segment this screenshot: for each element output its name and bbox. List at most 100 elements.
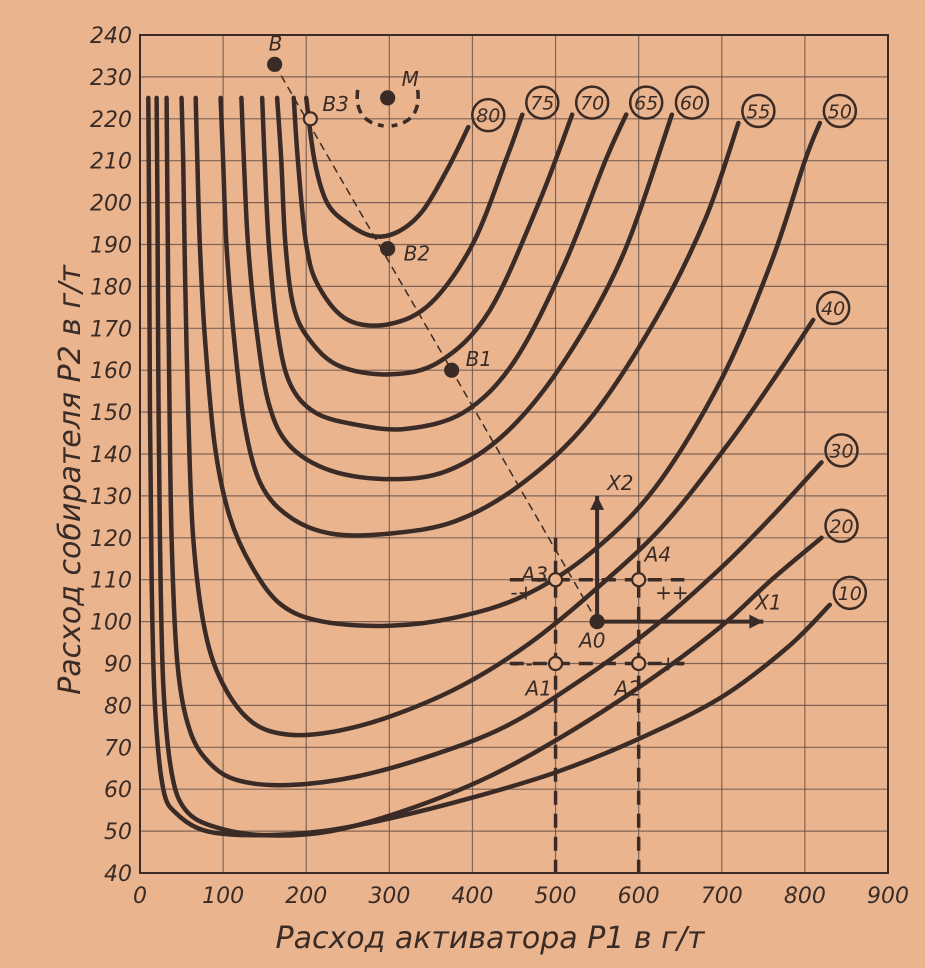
y-tick-label-7: 110 [90, 569, 132, 594]
point-label-A4: A4 [643, 543, 671, 567]
curve-label-30: 30 [829, 440, 853, 462]
curve-65 [259, 95, 629, 432]
optimum-bracket [355, 89, 420, 128]
curve-50 [193, 95, 823, 629]
curve-70 [274, 95, 575, 377]
curve-10 [146, 95, 833, 838]
point-label-A2: A2 [613, 677, 641, 701]
x-axis-title: Расход активатора P1 в г/т [276, 921, 706, 956]
y-tick-label-15: 190 [90, 234, 132, 259]
axis-arrowhead-X1 [749, 614, 764, 629]
y-tick-label-9: 130 [90, 485, 132, 510]
point-label-A0: A0 [577, 629, 605, 653]
y-axis-title: Расход собирателя P2 в г/т [53, 264, 88, 695]
curve-label-circle-30 [824, 433, 859, 468]
x-tick-label-8: 800 [784, 884, 826, 909]
steepest-ascent-line [273, 63, 598, 622]
tick-labels: 0 100 200 300 400 500 600 700 800 900 40 50 60 70 80 90… [90, 24, 909, 909]
point-A0 [589, 613, 605, 630]
y-tick-label-14: 180 [90, 275, 132, 300]
factorial-sign-0: - - [512, 652, 533, 676]
curve-label-20: 20 [829, 516, 853, 538]
curve-80 [303, 95, 471, 239]
y-tick-label-3: 70 [104, 736, 132, 761]
curve-30 [164, 95, 824, 788]
y-tick-label-11: 150 [90, 401, 132, 426]
curve-label-10: 10 [838, 583, 862, 605]
factorial-sign-3: ++ [655, 580, 689, 604]
curve-label-55: 55 [746, 101, 770, 123]
y-tick-label-2: 60 [104, 778, 132, 803]
curve-label-circle-65 [628, 85, 664, 120]
y-tick-label-13: 170 [90, 317, 132, 342]
curve-label-circle-80 [471, 97, 506, 133]
point-A1 [547, 655, 564, 672]
curve-label-75: 75 [530, 93, 554, 115]
curve-label-circle-20 [824, 508, 859, 544]
y-tick-label-6: 100 [90, 611, 132, 636]
point-label-B: B [269, 31, 283, 55]
curve-label-70: 70 [580, 93, 604, 115]
y-tick-label-19: 230 [90, 66, 132, 91]
curve-label-circle-10 [832, 575, 868, 611]
x-tick-label-3: 300 [368, 884, 410, 909]
x-tick-label-9: 900 [867, 884, 909, 909]
y-tick-label-5: 90 [104, 653, 132, 678]
axis-label-X2: X2 [606, 471, 633, 495]
point-label-A3: A3 [520, 563, 548, 587]
y-tick-label-4: 80 [104, 694, 132, 719]
curve-60 [239, 95, 675, 482]
point-label-A1: A1 [524, 677, 552, 701]
curve-label-circle-50 [822, 93, 858, 129]
point-A3 [547, 572, 564, 588]
experiment-overlay: - - +- -+ ++ X1 X2 B B3 M B2 B1 A0 A1 A2 A3 A4 [267, 31, 782, 873]
x-tick-label-6: 600 [618, 884, 660, 909]
curve-label-circle-75 [525, 85, 560, 120]
x-tick-label-1: 100 [202, 884, 244, 909]
point-B1 [444, 362, 460, 378]
x-tick-label-0: 0 [133, 884, 147, 909]
factorial-sign-2: -+ [510, 580, 534, 604]
point-B2 [380, 241, 396, 257]
y-tick-label-20: 240 [90, 24, 132, 49]
point-label-B2: B2 [404, 242, 430, 266]
curve-40 [179, 95, 816, 738]
x-tick-label-5: 500 [535, 884, 577, 909]
y-tick-label-17: 210 [90, 150, 132, 175]
contour-curves: 80 75 70 65 60 55 50 40 30 20 10 [146, 85, 868, 838]
point-B3 [302, 111, 318, 127]
plot-frame [139, 34, 889, 874]
y-tick-label-0: 40 [104, 862, 132, 887]
y-tick-label-12: 160 [90, 359, 132, 384]
point-M [380, 90, 396, 106]
curve-label-60: 60 [680, 93, 704, 115]
y-tick-label-8: 120 [90, 527, 132, 552]
point-label-M: M [402, 67, 419, 91]
point-label-B3: B3 [322, 92, 348, 116]
y-tick-label-1: 50 [104, 820, 132, 845]
y-tick-label-10: 140 [90, 443, 132, 468]
axis-arrowhead-X2 [590, 495, 605, 510]
y-tick-label-18: 220 [90, 108, 132, 133]
curve-label-65: 65 [634, 93, 658, 115]
x-tick-label-2: 200 [285, 884, 327, 909]
curve-75 [291, 95, 525, 328]
point-B [267, 56, 283, 72]
curve-label-40: 40 [821, 298, 845, 320]
point-label-B1: B1 [466, 347, 492, 371]
factorial-sign-1: +- [660, 652, 684, 676]
curve-label-circle-60 [674, 85, 710, 120]
curve-55 [218, 95, 741, 538]
axis-label-X1: X1 [754, 591, 781, 615]
y-tick-label-16: 200 [90, 192, 132, 217]
point-A4 [631, 572, 647, 588]
curve-label-circle-40 [815, 290, 851, 326]
x-tick-label-4: 400 [451, 884, 493, 909]
x-tick-label-7: 700 [701, 884, 743, 909]
curve-label-50: 50 [828, 101, 852, 123]
curve-label-80: 80 [476, 105, 500, 127]
point-A2 [631, 655, 647, 672]
curve-label-circle-55 [741, 93, 776, 129]
